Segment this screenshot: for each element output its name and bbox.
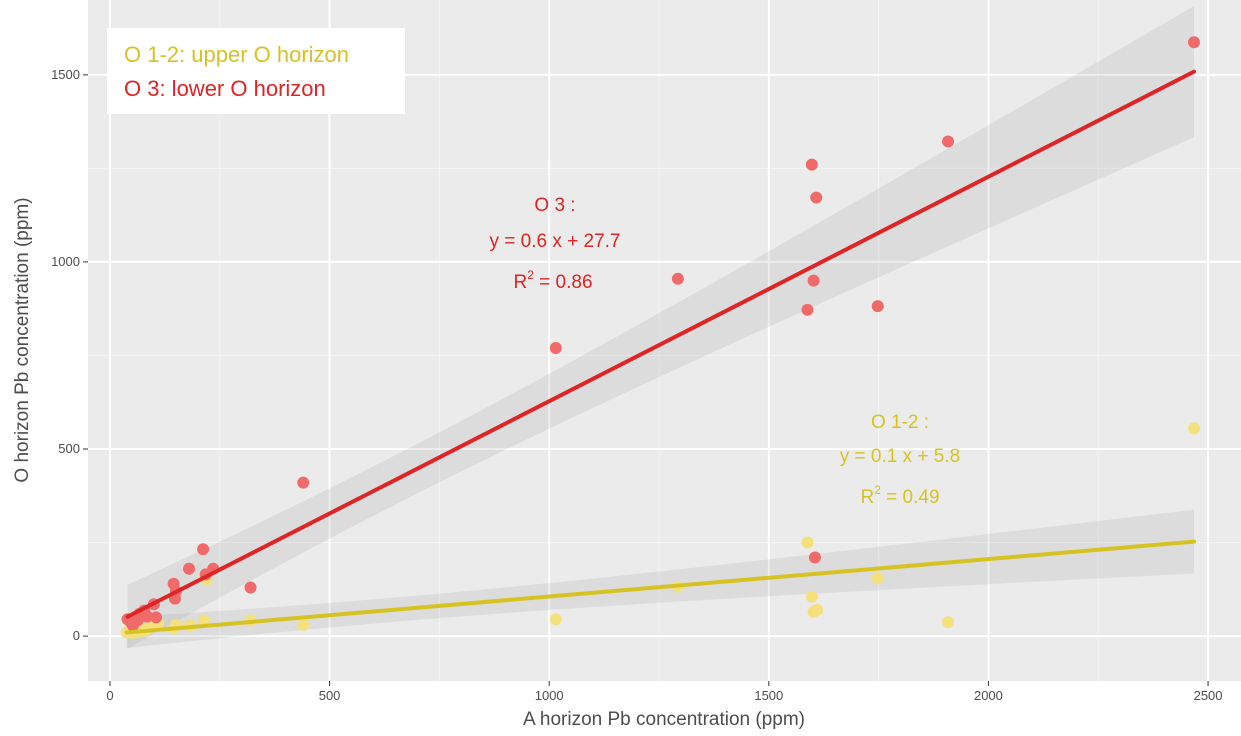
confidence-band bbox=[126, 509, 1195, 649]
data-point bbox=[297, 618, 310, 631]
data-point bbox=[244, 581, 257, 594]
data-point bbox=[197, 543, 210, 556]
annotation-o12: O 1-2 : y = 0.1 x + 5.8 R2 = 0.49 bbox=[840, 412, 960, 508]
x-tick-label: 500 bbox=[319, 688, 341, 703]
legend-box bbox=[107, 28, 405, 114]
annotation-o12-label: O 1-2 : bbox=[871, 412, 929, 433]
data-point bbox=[141, 610, 154, 623]
r2-prefix: R bbox=[513, 272, 527, 293]
fit-lines bbox=[124, 69, 1197, 635]
data-point bbox=[549, 613, 562, 626]
y-axis-ticks: 0 500 1000 1500 bbox=[51, 67, 88, 643]
annotation-o12-r2: R2 = 0.49 bbox=[860, 483, 939, 508]
data-point bbox=[150, 611, 163, 624]
data-point bbox=[871, 300, 884, 313]
y-tick-label: 0 bbox=[73, 628, 80, 643]
data-point bbox=[942, 616, 955, 629]
confidence-bands bbox=[126, 6, 1195, 649]
r2-value: = 0.86 bbox=[534, 272, 593, 293]
data-point bbox=[1188, 36, 1201, 49]
fit-line bbox=[125, 69, 1197, 619]
data-point bbox=[942, 135, 955, 148]
x-axis-ticks: 0 500 1000 1500 2000 2500 bbox=[106, 681, 1223, 703]
data-point bbox=[807, 274, 820, 287]
data-point bbox=[808, 551, 821, 564]
fit-line bbox=[124, 539, 1197, 635]
data-point bbox=[549, 341, 562, 354]
annotation-o12-equation: y = 0.1 x + 5.8 bbox=[840, 446, 960, 467]
annotation-o3: O 3 : y = 0.6 x + 27.7 R2 = 0.86 bbox=[490, 195, 621, 293]
data-point bbox=[801, 536, 814, 549]
annotation-o3-r2: R2 = 0.86 bbox=[513, 268, 592, 293]
r2-sup: 2 bbox=[874, 483, 881, 497]
x-tick-label: 0 bbox=[106, 688, 113, 703]
data-point bbox=[297, 476, 310, 489]
x-tick-label: 1000 bbox=[535, 688, 564, 703]
data-point bbox=[1188, 422, 1201, 435]
confidence-band bbox=[127, 6, 1195, 649]
y-tick-label: 1500 bbox=[51, 67, 80, 82]
r2-value: = 0.49 bbox=[881, 487, 940, 508]
r2-prefix: R bbox=[860, 487, 874, 508]
x-tick-label: 2000 bbox=[974, 688, 1003, 703]
data-point bbox=[198, 614, 211, 627]
x-tick-label: 1500 bbox=[754, 688, 783, 703]
annotation-o3-equation: y = 0.6 x + 27.7 bbox=[490, 231, 621, 252]
legend-entry-lower: O 3: lower O horizon bbox=[124, 76, 326, 101]
r2-sup: 2 bbox=[527, 268, 534, 282]
y-tick-label: 1000 bbox=[51, 254, 80, 269]
data-point bbox=[805, 590, 818, 603]
data-point bbox=[801, 303, 814, 316]
data-point bbox=[811, 603, 824, 616]
legend-entry-upper: O 1-2: upper O horizon bbox=[124, 42, 349, 67]
y-tick-label: 500 bbox=[58, 441, 80, 456]
x-tick-label: 2500 bbox=[1194, 688, 1223, 703]
data-point bbox=[671, 272, 684, 285]
y-axis-title: O horizon Pb concentration (ppm) bbox=[12, 197, 33, 482]
data-point bbox=[871, 572, 884, 585]
data-point bbox=[805, 158, 818, 171]
annotation-o3-label: O 3 : bbox=[534, 195, 575, 216]
legend: O 1-2: upper O horizon O 3: lower O hori… bbox=[107, 28, 405, 114]
x-axis-title: A horizon Pb concentration (ppm) bbox=[523, 709, 805, 730]
data-point bbox=[183, 562, 196, 575]
data-point bbox=[810, 191, 823, 204]
